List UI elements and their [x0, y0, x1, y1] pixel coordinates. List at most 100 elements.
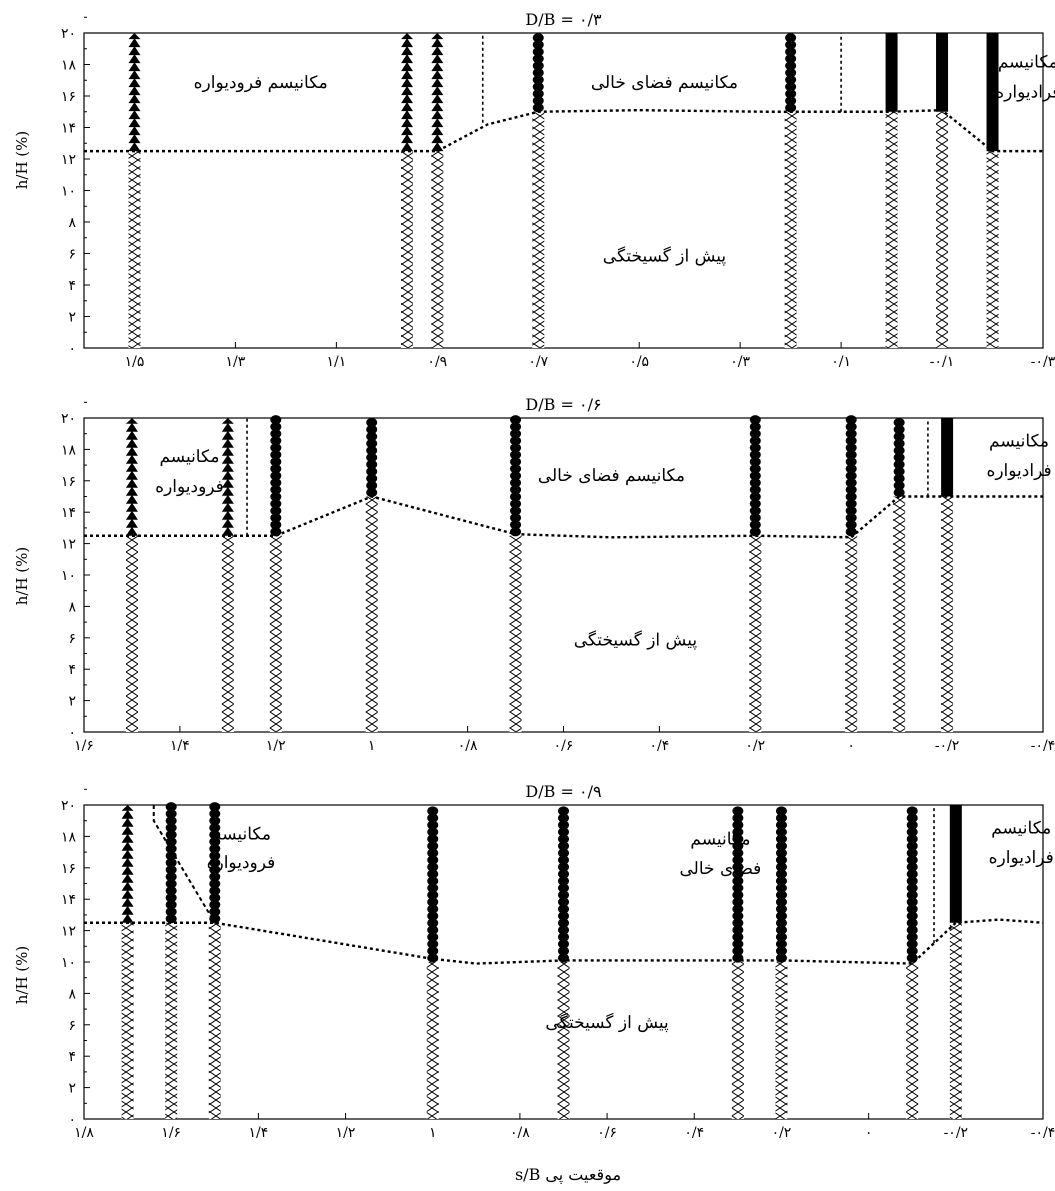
void-circle-marker — [775, 806, 787, 816]
void-circle-marker — [893, 431, 905, 442]
void-circle-marker — [749, 429, 761, 439]
pre-failure-marker-column — [775, 962, 788, 1119]
void-circle-marker — [558, 904, 569, 914]
void-circle-marker — [558, 876, 569, 886]
x-tick-label: ۱/۴ — [248, 1125, 268, 1141]
void-circle-marker — [366, 459, 378, 470]
pre-failure-marker-column — [731, 962, 744, 1119]
void-circle-marker — [427, 932, 439, 942]
void-circle-marker — [165, 900, 177, 910]
void-circle-marker — [732, 813, 744, 823]
void-circle-marker — [532, 96, 544, 106]
panel-title: D/B = ۰/۹ — [525, 782, 601, 801]
void-circle-marker — [775, 820, 787, 830]
x-tick-label: ۱/۶ — [74, 738, 94, 754]
void-circle-marker — [775, 813, 787, 823]
void-circle-marker — [558, 806, 569, 816]
pre-failure-marker-column — [431, 151, 444, 348]
void-circle-marker — [209, 879, 221, 889]
x-tick-label: ۰/۶ — [554, 738, 574, 754]
void-circle-marker — [775, 925, 787, 935]
y-tick-label: ۱۲ — [61, 152, 76, 168]
void-circle-markers — [732, 806, 744, 963]
chart-panel-2: D/B = ۰/۶ ۰ ۲ ۴ ۶ ۸ ۱۰ ۱۲ ۱۴ ۱۶ ۱۸ ۲۰ ۱/۶ ۱/۴ ۱/۲ ۱ ۰/۸ ۰… — [61, 395, 1055, 754]
void-circle-marker — [558, 911, 569, 921]
x-tick-label: ۱/۸ — [74, 1125, 94, 1141]
void-circle-marker — [893, 473, 905, 484]
void-circle-marker — [906, 820, 918, 830]
void-circle-marker — [775, 855, 787, 865]
pre-failure-marker-column — [936, 111, 949, 348]
void-circle-markers — [749, 415, 761, 537]
x-tick-label: ۰/۵ — [629, 354, 649, 370]
void-circle-marker — [906, 862, 918, 872]
void-circle-marker — [532, 82, 544, 92]
region-annotation: پیش از گسیختگی — [603, 245, 727, 266]
void-circle-marker — [775, 946, 787, 956]
void-circle-marker — [532, 89, 544, 99]
void-circle-marker — [165, 907, 177, 917]
void-circle-marker — [366, 466, 378, 477]
void-circle-marker — [427, 876, 439, 886]
x-tick-label: -۰/۳ — [1031, 354, 1055, 370]
region-annotation: مکانیسم — [211, 825, 271, 845]
void-circle-markers — [532, 33, 544, 113]
pre-failure-marker-column — [784, 111, 797, 348]
void-circle-marker — [845, 499, 857, 509]
pre-failure-marker-column — [893, 496, 906, 732]
void-circle-marker — [732, 946, 744, 956]
void-circle-marker — [209, 851, 221, 861]
void-circle-marker — [270, 457, 282, 467]
mechanism-divider-line — [152, 805, 216, 924]
region-annotation: مکانیسم — [690, 829, 750, 849]
x-tick-label: ۱/۱ — [326, 354, 346, 370]
pre-failure-marker-column — [845, 535, 858, 732]
void-circle-marker — [558, 862, 569, 872]
x-tick-label: ۰/۷ — [528, 354, 548, 370]
subsidence-triangle-markers — [431, 33, 444, 152]
void-circle-marker — [785, 68, 797, 78]
y-tick-label: ۴ — [68, 278, 76, 294]
void-circle-marker — [775, 883, 787, 893]
void-circle-marker — [270, 499, 282, 509]
void-circle-marker — [366, 445, 378, 456]
void-circle-marker — [906, 855, 918, 865]
void-circle-marker — [906, 834, 918, 844]
void-circle-marker — [558, 820, 569, 830]
void-circle-marker — [366, 431, 378, 442]
void-circle-marker — [270, 422, 282, 432]
heave-square-marker-column — [949, 805, 962, 923]
x-tick-label: -۰/۲ — [944, 1125, 969, 1141]
y-tick-label: ۰ — [68, 725, 76, 741]
heave-square-marker-column — [936, 33, 949, 112]
void-circle-marker — [893, 445, 905, 456]
y-tick-label: ۲۰ — [61, 411, 76, 427]
void-circle-marker — [558, 932, 569, 942]
void-circle-marker — [558, 869, 569, 879]
pre-failure-marker-column — [949, 922, 962, 1119]
void-circle-marker — [906, 890, 918, 900]
void-circle-marker — [732, 869, 744, 879]
y-tick-label: ۱۴ — [61, 121, 76, 137]
x-tick-label: ۱ — [429, 1125, 437, 1141]
void-circle-marker — [906, 946, 918, 956]
void-circle-marker — [209, 858, 221, 868]
x-tick-label: ۱/۶ — [161, 1125, 181, 1141]
pre-failure-marker-column — [221, 535, 234, 732]
void-circle-marker — [785, 103, 797, 113]
void-circle-marker — [427, 862, 439, 872]
void-circle-marker — [510, 506, 522, 516]
void-circle-marker — [427, 820, 439, 830]
void-circle-marker — [558, 897, 569, 907]
void-circle-marker — [732, 855, 744, 865]
void-circle-marker — [510, 485, 522, 495]
void-circle-marker — [427, 855, 439, 865]
void-circle-marker — [532, 61, 544, 71]
void-circle-marker — [732, 841, 744, 851]
void-circle-marker — [427, 806, 439, 816]
void-circle-marker — [775, 911, 787, 921]
void-circle-marker — [749, 520, 761, 530]
heave-square-marker-column — [941, 418, 954, 497]
void-circle-markers — [270, 415, 282, 537]
void-circle-marker — [165, 858, 177, 868]
